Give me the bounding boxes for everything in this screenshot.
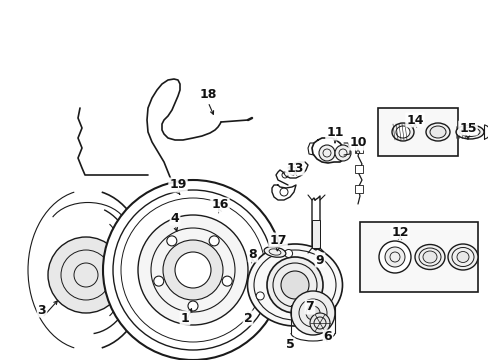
Ellipse shape <box>455 125 483 139</box>
Text: 18: 18 <box>199 89 216 102</box>
Ellipse shape <box>447 244 477 270</box>
Text: 1: 1 <box>180 311 189 324</box>
Circle shape <box>309 313 329 333</box>
Bar <box>311 220 319 248</box>
Text: 2: 2 <box>243 311 252 324</box>
Text: 19: 19 <box>169 179 186 192</box>
Ellipse shape <box>395 126 409 138</box>
Circle shape <box>138 215 247 325</box>
Ellipse shape <box>176 192 193 203</box>
Circle shape <box>281 271 308 299</box>
Text: 16: 16 <box>211 198 228 211</box>
Circle shape <box>290 291 334 335</box>
Text: 4: 4 <box>170 211 179 225</box>
Text: 13: 13 <box>286 162 303 175</box>
Circle shape <box>209 236 219 246</box>
Circle shape <box>163 240 223 300</box>
Circle shape <box>207 201 218 211</box>
Circle shape <box>234 268 245 280</box>
Circle shape <box>166 236 177 246</box>
Circle shape <box>305 306 319 320</box>
Circle shape <box>266 257 323 313</box>
Circle shape <box>175 252 210 288</box>
Ellipse shape <box>174 239 182 249</box>
Circle shape <box>378 241 410 273</box>
Bar <box>354 165 362 173</box>
Text: 8: 8 <box>248 248 257 261</box>
Text: 14: 14 <box>406 113 423 126</box>
Circle shape <box>103 180 283 360</box>
Bar <box>359 222 477 292</box>
Text: 11: 11 <box>325 126 343 139</box>
Ellipse shape <box>414 244 444 270</box>
Ellipse shape <box>391 123 413 141</box>
Text: 10: 10 <box>348 136 366 149</box>
Circle shape <box>153 276 163 286</box>
Ellipse shape <box>429 126 445 138</box>
Circle shape <box>334 145 350 161</box>
Ellipse shape <box>456 252 468 262</box>
Text: 7: 7 <box>305 301 314 314</box>
Ellipse shape <box>425 123 449 141</box>
Bar <box>377 108 457 156</box>
Text: 9: 9 <box>315 253 324 266</box>
Bar <box>354 145 362 153</box>
Text: 3: 3 <box>38 303 46 316</box>
Ellipse shape <box>264 247 285 257</box>
Circle shape <box>384 247 404 267</box>
Circle shape <box>318 145 334 161</box>
Ellipse shape <box>247 244 342 326</box>
Text: 12: 12 <box>390 225 408 238</box>
Circle shape <box>234 254 245 266</box>
Ellipse shape <box>422 251 436 263</box>
Circle shape <box>187 301 198 311</box>
Circle shape <box>48 237 124 313</box>
Circle shape <box>222 276 232 286</box>
Circle shape <box>309 309 317 317</box>
Circle shape <box>256 292 264 300</box>
Text: 15: 15 <box>458 122 476 135</box>
Text: 6: 6 <box>323 330 332 343</box>
Circle shape <box>284 249 292 257</box>
Bar <box>354 185 362 193</box>
Text: 17: 17 <box>269 234 286 247</box>
Text: 5: 5 <box>285 338 294 351</box>
